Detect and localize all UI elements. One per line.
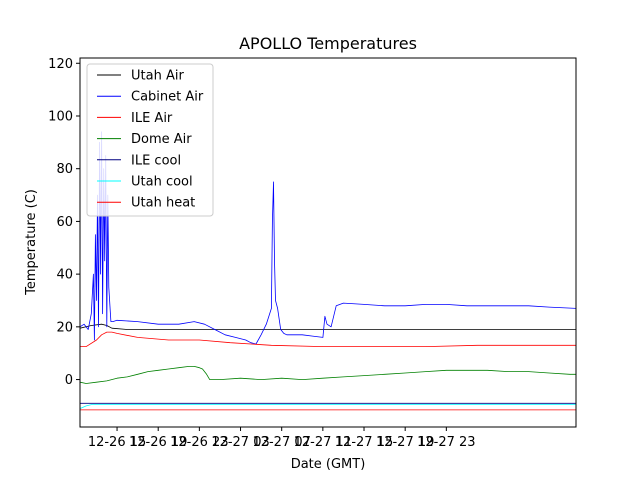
legend-label: Utah cool [131, 175, 193, 190]
legend-label: Utah Air [131, 69, 184, 84]
y-tick-label: 100 [48, 109, 73, 124]
series-layer [80, 131, 576, 411]
series-line-dome-air [80, 365, 576, 384]
y-tick-label: 120 [48, 57, 73, 72]
x-tick-label: 12-26 19 [129, 435, 187, 450]
x-tick-label: 12-27 07 [252, 435, 310, 450]
plot-frame [79, 57, 577, 428]
x-axis-label: Date (GMT) [291, 457, 366, 472]
y-tick-label: 40 [56, 268, 73, 283]
x-tick-label: 12-26 23 [170, 435, 228, 450]
x-tick-label: 12-27 11 [294, 435, 352, 450]
legend-label: Cabinet Air [131, 90, 204, 105]
x-tick-label: 12-27 23 [417, 435, 475, 450]
series-line-ile-air [80, 331, 576, 348]
series-line-utah-cool [80, 404, 576, 409]
y-tick-label: 20 [56, 320, 73, 335]
x-tick-label: 12-27 19 [376, 435, 434, 450]
plot-area [79, 57, 577, 428]
legend-label: ILE Air [131, 111, 173, 126]
y-tick-label: 80 [56, 162, 73, 177]
chart-title: APOLLO Temperatures [239, 34, 417, 53]
x-tick-label: 12-27 15 [335, 435, 393, 450]
series-line-utah-air [80, 323, 576, 330]
series-line-cabinet-air [80, 131, 576, 345]
y-axis: 0 20 40 60 80 100 120 [48, 57, 80, 388]
y-axis-label: Temperature (C) [24, 189, 39, 296]
legend: Utah Air Cabinet Air ILE Air Dome Air ILE co… [86, 63, 214, 217]
legend-label: Utah heat [131, 196, 195, 211]
legend-box [86, 63, 214, 217]
y-tick-label: 60 [56, 215, 73, 230]
legend-label: ILE cool [131, 153, 181, 168]
y-tick-label: 0 [65, 373, 73, 388]
x-tick-label: 12-26 15 [88, 435, 146, 450]
x-tick-label: 12-27 03 [211, 435, 269, 450]
legend-label: Dome Air [131, 132, 192, 147]
